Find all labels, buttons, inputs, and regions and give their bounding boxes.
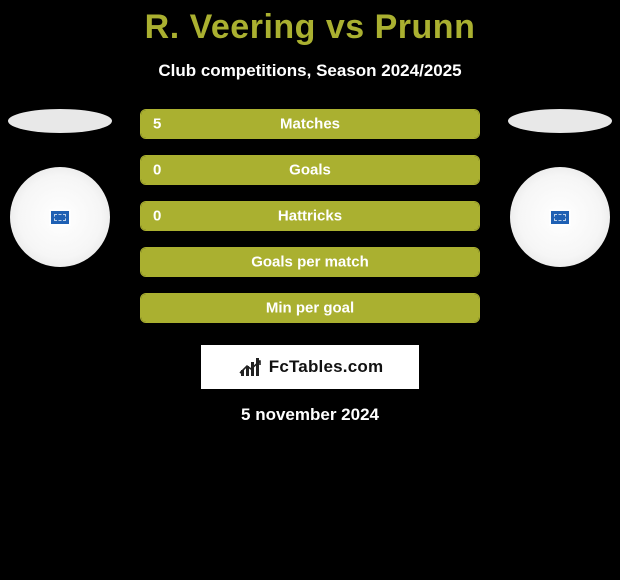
source-logo-text: FcTables.com: [269, 357, 384, 377]
player-silhouette-right: [508, 109, 612, 133]
player-badge-right: [510, 167, 610, 267]
date-label: 5 november 2024: [0, 405, 620, 425]
player-left: [8, 109, 112, 267]
stat-label: Goals: [141, 162, 479, 179]
stat-bar-goals-per-match: Goals per match: [140, 247, 480, 277]
player-badge-left: [10, 167, 110, 267]
stat-bar-goals: 0 Goals: [140, 155, 480, 185]
page-subtitle: Club competitions, Season 2024/2025: [0, 61, 620, 81]
arrow-icon: [239, 360, 261, 374]
stat-bar-hattricks: 0 Hattricks: [140, 201, 480, 231]
stat-bars: 5 Matches 0 Goals 0 Hattricks Goals per …: [140, 109, 480, 323]
source-logo: FcTables.com: [201, 345, 419, 389]
bar-chart-icon: [237, 356, 263, 378]
stat-label: Matches: [141, 116, 479, 133]
page-title: R. Veering vs Prunn: [0, 0, 620, 47]
flag-icon: [551, 211, 569, 224]
logo-text-suffix: Tables.com: [289, 357, 383, 376]
flag-icon: [51, 211, 69, 224]
stat-label: Goals per match: [141, 254, 479, 271]
logo-text-prefix: Fc: [269, 357, 289, 376]
stat-bar-matches: 5 Matches: [140, 109, 480, 139]
stat-label: Min per goal: [141, 300, 479, 317]
stat-label: Hattricks: [141, 208, 479, 225]
comparison-panel: 5 Matches 0 Goals 0 Hattricks Goals per …: [0, 109, 620, 425]
player-right: [508, 109, 612, 267]
player-silhouette-left: [8, 109, 112, 133]
stat-bar-min-per-goal: Min per goal: [140, 293, 480, 323]
